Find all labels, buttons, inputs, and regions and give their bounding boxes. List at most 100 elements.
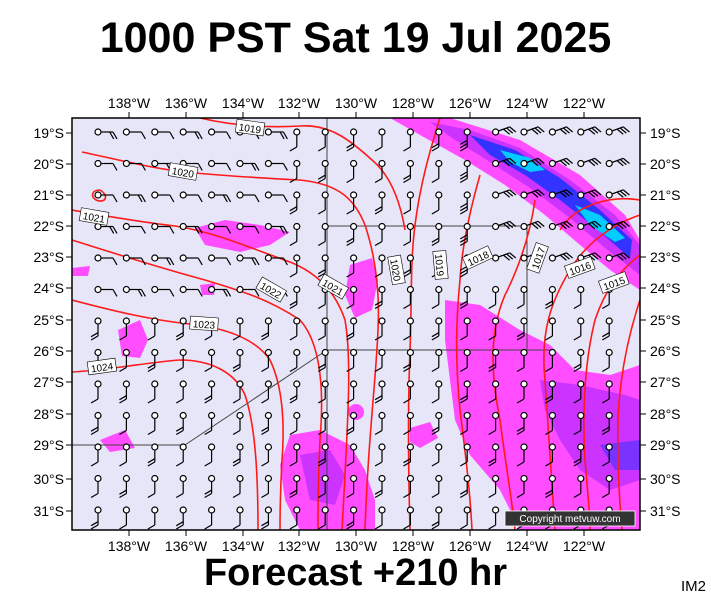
wind-barb	[232, 348, 244, 373]
lon-label: 128°W	[392, 95, 435, 111]
wind-barb	[459, 411, 471, 436]
wind-barb	[175, 380, 187, 404]
wind-barb	[488, 443, 500, 467]
lat-label: 20°S	[33, 156, 64, 172]
wind-barb	[573, 348, 585, 373]
wind-barb	[488, 317, 500, 341]
lat-label: 26°S	[650, 343, 681, 359]
wind-barb	[346, 443, 358, 467]
wind-barb	[403, 380, 414, 404]
wind-barb	[431, 159, 443, 184]
wind-barb	[317, 159, 329, 184]
wind-barb	[236, 285, 260, 297]
map-title: 1000 PST Sat 19 Jul 2025	[99, 14, 612, 62]
lon-label: 132°W	[278, 538, 321, 554]
wind-barb	[374, 348, 386, 373]
lat-label: 19°S	[650, 125, 681, 141]
isobar-label: 1024	[86, 357, 118, 375]
longitude-labels-bottom: 138°W 136°W 134°W 132°W 130°W 128°W 126°…	[108, 538, 606, 554]
wind-barb	[151, 254, 175, 266]
wind-barb	[232, 474, 244, 499]
wind-barb	[232, 506, 244, 530]
wind-barb	[431, 317, 443, 341]
wind-barb	[289, 285, 301, 310]
wind-barb	[289, 474, 301, 499]
wind-barb	[179, 285, 203, 297]
wind-barb	[577, 157, 602, 168]
wind-barb	[374, 474, 386, 499]
wind-barb	[204, 380, 216, 404]
wind-barb	[374, 317, 386, 341]
wind-barb	[374, 506, 386, 530]
wind-barb	[374, 159, 386, 184]
wind-barb	[346, 285, 358, 310]
wind-barb	[459, 474, 471, 499]
wind-barb	[261, 380, 272, 404]
lon-label: 126°W	[449, 95, 492, 111]
wind-barb	[374, 380, 386, 404]
lat-label: 27°S	[33, 374, 64, 390]
wind-barb	[545, 317, 557, 341]
wind-barb	[403, 254, 414, 278]
wind-barb	[289, 159, 301, 184]
lat-label: 24°S	[33, 280, 64, 296]
wind-barb	[403, 348, 414, 373]
wind-barb	[601, 443, 613, 467]
wind-barb	[175, 443, 187, 467]
lat-label: 30°S	[650, 471, 681, 487]
wind-barb	[317, 380, 329, 404]
wind-barb	[179, 128, 203, 140]
wind-barb	[601, 411, 613, 436]
wind-barb	[119, 348, 131, 373]
rain-patch-sw	[118, 320, 148, 358]
wind-barb	[601, 348, 613, 373]
wind-barb	[122, 191, 146, 203]
wind-barb	[459, 285, 471, 310]
wind-barb	[90, 506, 102, 530]
wind-barb	[488, 411, 500, 436]
wind-barb	[151, 222, 175, 234]
wind-barb	[403, 128, 414, 152]
lat-label: 23°S	[650, 249, 681, 265]
wind-barb	[573, 285, 585, 310]
wind-barb	[573, 380, 585, 404]
wind-barb	[289, 191, 301, 215]
rain-patch-small-3	[410, 422, 438, 448]
wind-barb	[431, 285, 443, 310]
wind-barb	[289, 380, 301, 404]
wind-barb	[431, 128, 443, 152]
forecast-label: Forecast +210 hr	[203, 552, 508, 594]
lon-label: 122°W	[563, 538, 606, 554]
wind-barb	[573, 411, 585, 436]
wind-barb	[548, 252, 574, 262]
wind-barb	[289, 128, 301, 152]
wind-barb	[545, 474, 557, 499]
isobar-label: 1020	[167, 162, 199, 181]
wind-barb	[175, 506, 187, 530]
wind-barb	[289, 222, 301, 247]
wind-barb	[151, 285, 175, 297]
wind-barb	[488, 474, 500, 499]
wind-barb	[179, 222, 203, 234]
wind-barb	[577, 126, 602, 136]
lat-label: 27°S	[650, 374, 681, 390]
wind-barb	[119, 411, 131, 436]
isobar-1024	[72, 359, 259, 530]
wind-barb	[459, 159, 471, 184]
wind-barb	[577, 220, 602, 231]
wind-barb	[175, 317, 187, 341]
wind-barb	[122, 285, 146, 297]
wind-barb	[459, 348, 471, 373]
wind-barb	[516, 474, 528, 499]
wind-barb	[346, 474, 358, 499]
wind-barb	[431, 380, 443, 404]
wind-barb	[236, 254, 260, 266]
lon-label: 130°W	[335, 538, 378, 554]
wind-barb	[261, 348, 272, 373]
wind-barb	[346, 159, 358, 184]
lat-label: 28°S	[33, 406, 64, 422]
latitude-labels-left: 19°S 20°S 21°S 22°S 23°S 24°S 25°S 26°S …	[33, 125, 64, 519]
lon-label: 126°W	[449, 538, 492, 554]
image-code: IM2	[681, 578, 707, 595]
wind-barb	[545, 348, 557, 373]
